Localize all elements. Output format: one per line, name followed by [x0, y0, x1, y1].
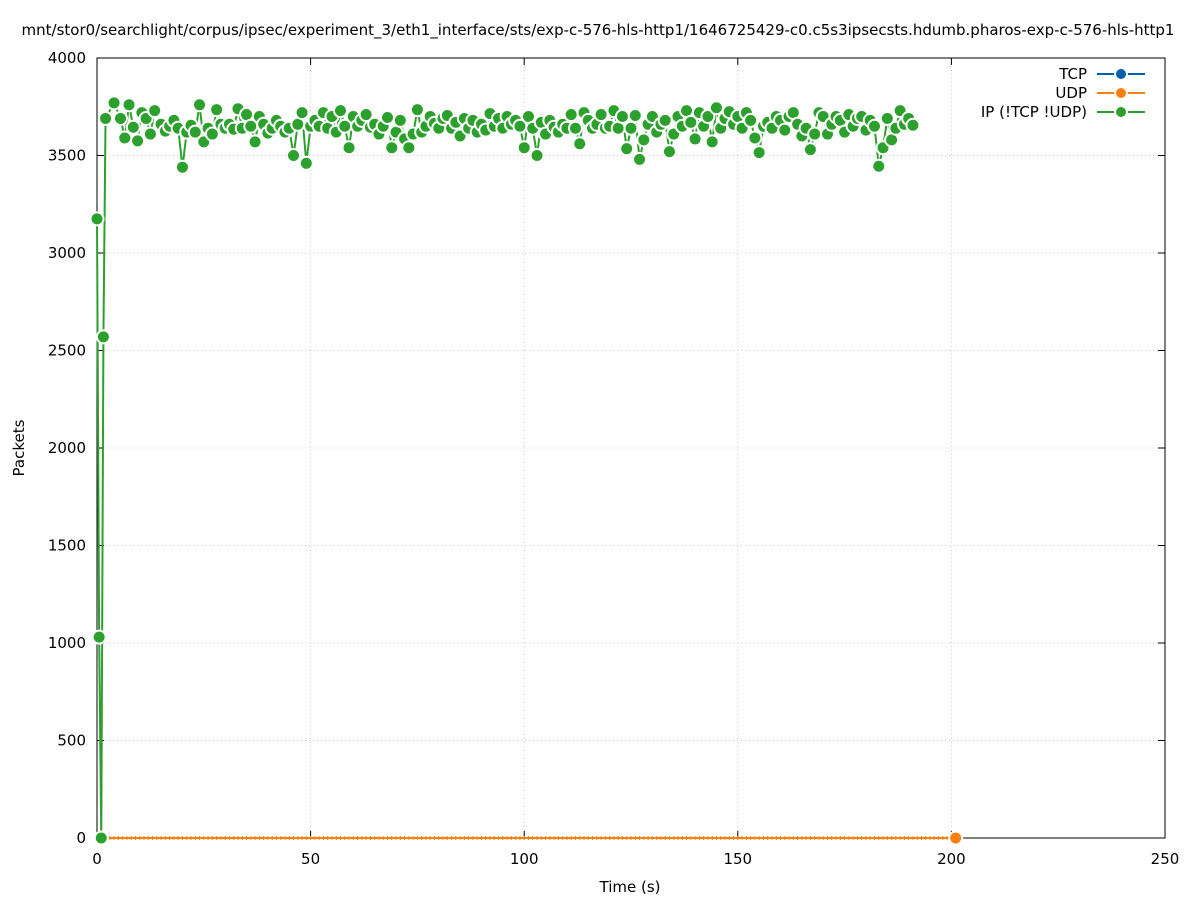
data-point — [341, 140, 357, 156]
data-point — [333, 103, 349, 119]
y-tick-label: 1500 — [48, 537, 86, 555]
data-point — [636, 132, 652, 148]
grid-layer — [96, 57, 1166, 839]
data-point — [879, 110, 895, 126]
x-tick-label: 0 — [92, 850, 102, 868]
legend-item: TCP — [1058, 65, 1145, 83]
data-point — [121, 97, 137, 113]
data-point — [567, 120, 583, 136]
data-point — [871, 158, 887, 174]
data-point — [147, 103, 163, 119]
x-tick-label: 250 — [1151, 850, 1180, 868]
series-1 — [96, 830, 964, 846]
data-point — [619, 141, 635, 157]
data-point — [632, 151, 648, 167]
data-point — [125, 119, 141, 135]
data-point — [751, 145, 767, 161]
data-point — [142, 126, 158, 142]
data-point — [209, 102, 225, 118]
data-point — [98, 110, 114, 126]
x-tick-label: 200 — [937, 850, 966, 868]
data-point — [93, 830, 109, 846]
data-point — [867, 118, 883, 134]
data-point — [298, 155, 314, 171]
data-point — [130, 133, 146, 149]
data-point — [112, 110, 128, 126]
y-tick-label: 2500 — [48, 342, 86, 360]
data-point — [905, 117, 921, 133]
data-point — [89, 211, 105, 227]
data-point — [563, 107, 579, 123]
legend-label: IP (!TCP !UDP) — [981, 103, 1087, 121]
data-point — [593, 107, 609, 123]
legend-swatch-marker — [1114, 67, 1128, 81]
y-tick-label: 1000 — [48, 634, 86, 652]
data-point — [95, 329, 111, 345]
legend-item: UDP — [1055, 84, 1145, 102]
series-line — [96, 100, 914, 839]
y-tick-label: 500 — [57, 732, 86, 750]
legend-swatch-marker — [1114, 105, 1128, 119]
data-point — [247, 134, 263, 150]
y-tick-label: 3500 — [48, 147, 86, 165]
data-point — [700, 109, 716, 124]
data-point — [358, 107, 374, 123]
legend-swatch-marker — [1114, 86, 1128, 100]
legend-label: TCP — [1058, 65, 1087, 83]
data-point — [948, 830, 964, 846]
data-point — [401, 140, 417, 156]
data-point — [174, 159, 190, 175]
data-point — [807, 126, 823, 142]
data-point — [192, 97, 208, 113]
data-point — [409, 102, 425, 118]
data-point — [661, 144, 677, 160]
data-point — [572, 136, 588, 152]
data-point — [286, 148, 302, 163]
series-layer — [89, 95, 964, 846]
data-point — [384, 140, 400, 156]
x-tick-label: 50 — [301, 850, 320, 868]
data-point — [623, 120, 639, 136]
legend-label: UDP — [1055, 84, 1087, 102]
data-point — [91, 629, 107, 645]
data-point — [614, 109, 630, 124]
legend-item: IP (!TCP !UDP) — [981, 103, 1145, 121]
data-point — [627, 108, 643, 124]
data-point — [204, 126, 220, 142]
data-point — [106, 95, 122, 111]
y-tick-label: 0 — [76, 829, 86, 847]
data-point — [687, 131, 703, 147]
data-point — [777, 122, 793, 138]
data-point — [704, 134, 720, 150]
data-point — [392, 112, 408, 128]
data-point — [802, 142, 818, 158]
data-point — [747, 130, 763, 146]
data-point — [743, 112, 759, 128]
chart-title: mnt/stor0/searchlight/corpus/ipsec/exper… — [22, 21, 1175, 40]
data-point — [657, 112, 673, 128]
data-point — [294, 105, 310, 121]
data-point — [379, 109, 395, 125]
y-axis-title: Packets — [10, 419, 28, 476]
y-tick-label: 4000 — [48, 49, 86, 67]
series-2 — [89, 95, 921, 846]
data-point — [516, 140, 532, 156]
axis-ticks: 0 50 100 150 200 2500500100015002000250030003… — [48, 49, 1180, 868]
data-point — [529, 148, 545, 163]
x-tick-label: 150 — [723, 850, 752, 868]
y-tick-label: 2000 — [48, 439, 86, 457]
x-axis-title: Time (s) — [599, 878, 661, 896]
y-tick-label: 3000 — [48, 244, 86, 262]
x-tick-label: 100 — [510, 850, 539, 868]
